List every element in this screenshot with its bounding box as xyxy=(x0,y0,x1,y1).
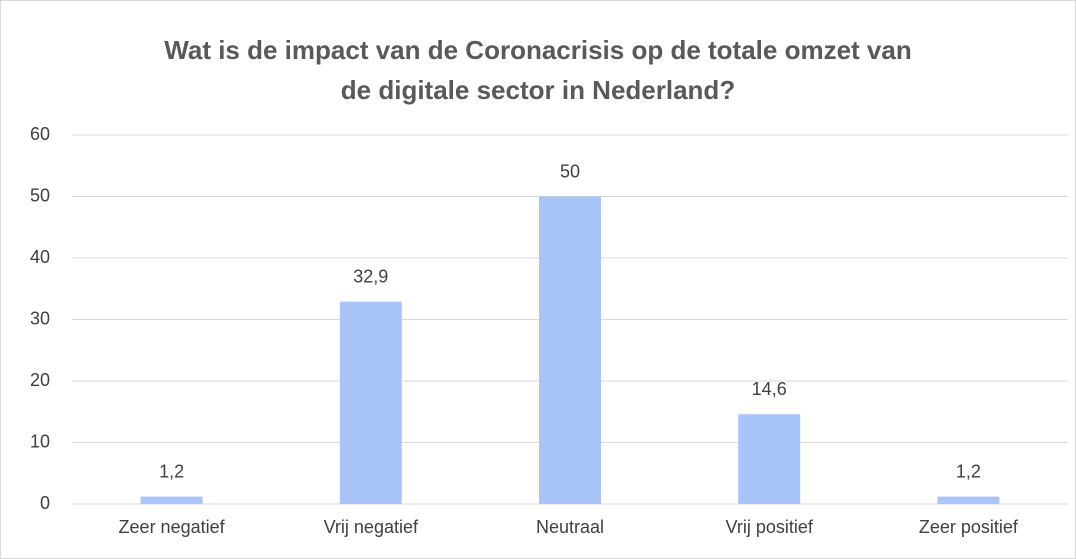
value-label: 1,2 xyxy=(956,461,981,481)
bar xyxy=(738,414,801,504)
value-label: 1,2 xyxy=(159,461,184,481)
value-label: 50 xyxy=(560,161,580,181)
y-tick-label: 30 xyxy=(30,308,50,328)
y-tick-label: 20 xyxy=(30,370,50,390)
y-tick-label: 0 xyxy=(40,493,50,513)
y-tick-label: 40 xyxy=(30,247,50,267)
x-tick-label: Zeer negatief xyxy=(119,517,226,537)
value-label: 32,9 xyxy=(353,266,388,286)
x-tick-label: Vrij positief xyxy=(726,517,814,537)
x-tick-label: Neutraal xyxy=(536,517,604,537)
y-tick-label: 10 xyxy=(30,431,50,451)
bar xyxy=(140,496,203,504)
y-tick-label: 50 xyxy=(30,185,50,205)
bar xyxy=(937,496,1000,504)
bar xyxy=(539,196,601,504)
bar xyxy=(339,301,402,504)
value-label: 14,6 xyxy=(752,379,787,399)
x-tick-label: Zeer positief xyxy=(919,517,1019,537)
chart-title: Wat is de impact van de Coronacrisis op … xyxy=(164,35,912,105)
y-tick-label: 60 xyxy=(30,124,50,144)
x-tick-label: Vrij negatief xyxy=(324,517,419,537)
